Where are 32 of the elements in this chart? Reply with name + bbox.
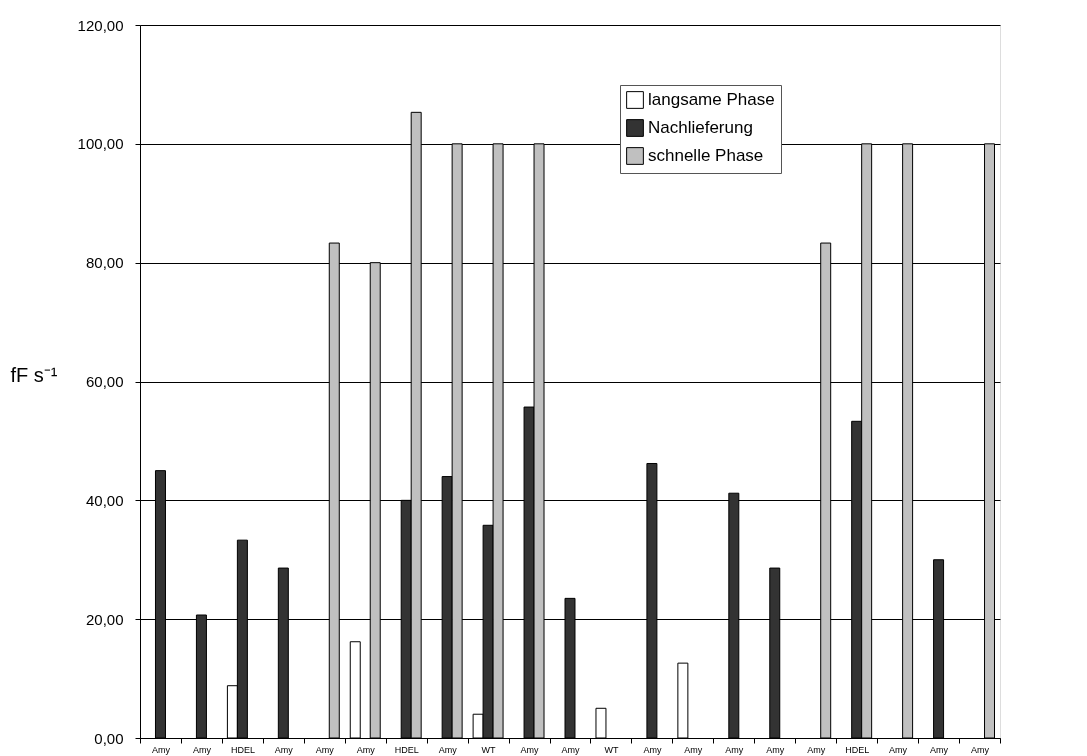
x-tick-label: HDEL: [230, 744, 255, 755]
x-tick-label: Amy: [725, 744, 744, 755]
x-tick-label: Amy: [192, 744, 212, 755]
x-tick-label: Amy: [643, 744, 662, 755]
y-axis-title: fF s⁻¹: [10, 363, 58, 386]
y-tick-label: 100,00: [77, 135, 124, 153]
x-tick-label: HDEL: [394, 744, 419, 755]
y-tick-label: 20,00: [85, 610, 124, 628]
x-tick-label: Amy: [889, 744, 908, 755]
legend-label: langsame Phase: [648, 90, 775, 109]
x-tick-label: Amy: [151, 744, 171, 755]
x-tick-label: Amy: [684, 744, 703, 755]
y-tick-label: 0,00: [94, 729, 124, 747]
x-tick-label: Amy: [807, 744, 826, 755]
x-tick-label: Amy: [930, 744, 949, 755]
legend-label: Nachlieferung: [648, 118, 753, 137]
x-tick-label: Amy: [438, 744, 458, 755]
x-tick-label: WT: [481, 744, 497, 755]
x-tick-label: Amy: [971, 744, 990, 755]
x-tick-label: WT: [604, 744, 619, 755]
y-tick-label: 120,00: [77, 16, 124, 34]
x-tick-label: HDEL: [845, 744, 870, 755]
legend-label: schnelle Phase: [648, 146, 764, 165]
x-tick-label: Amy: [274, 744, 294, 755]
x-tick-label: Amy: [561, 744, 580, 755]
y-tick-label: 60,00: [85, 373, 124, 390]
x-tick-label: Amy: [356, 744, 376, 755]
y-tick-label: 40,00: [85, 491, 124, 509]
x-tick-label: Amy: [766, 744, 785, 755]
x-tick-label: Amy: [520, 744, 540, 755]
x-tick-label: Amy: [315, 744, 335, 755]
y-tick-label: 80,00: [85, 254, 124, 272]
